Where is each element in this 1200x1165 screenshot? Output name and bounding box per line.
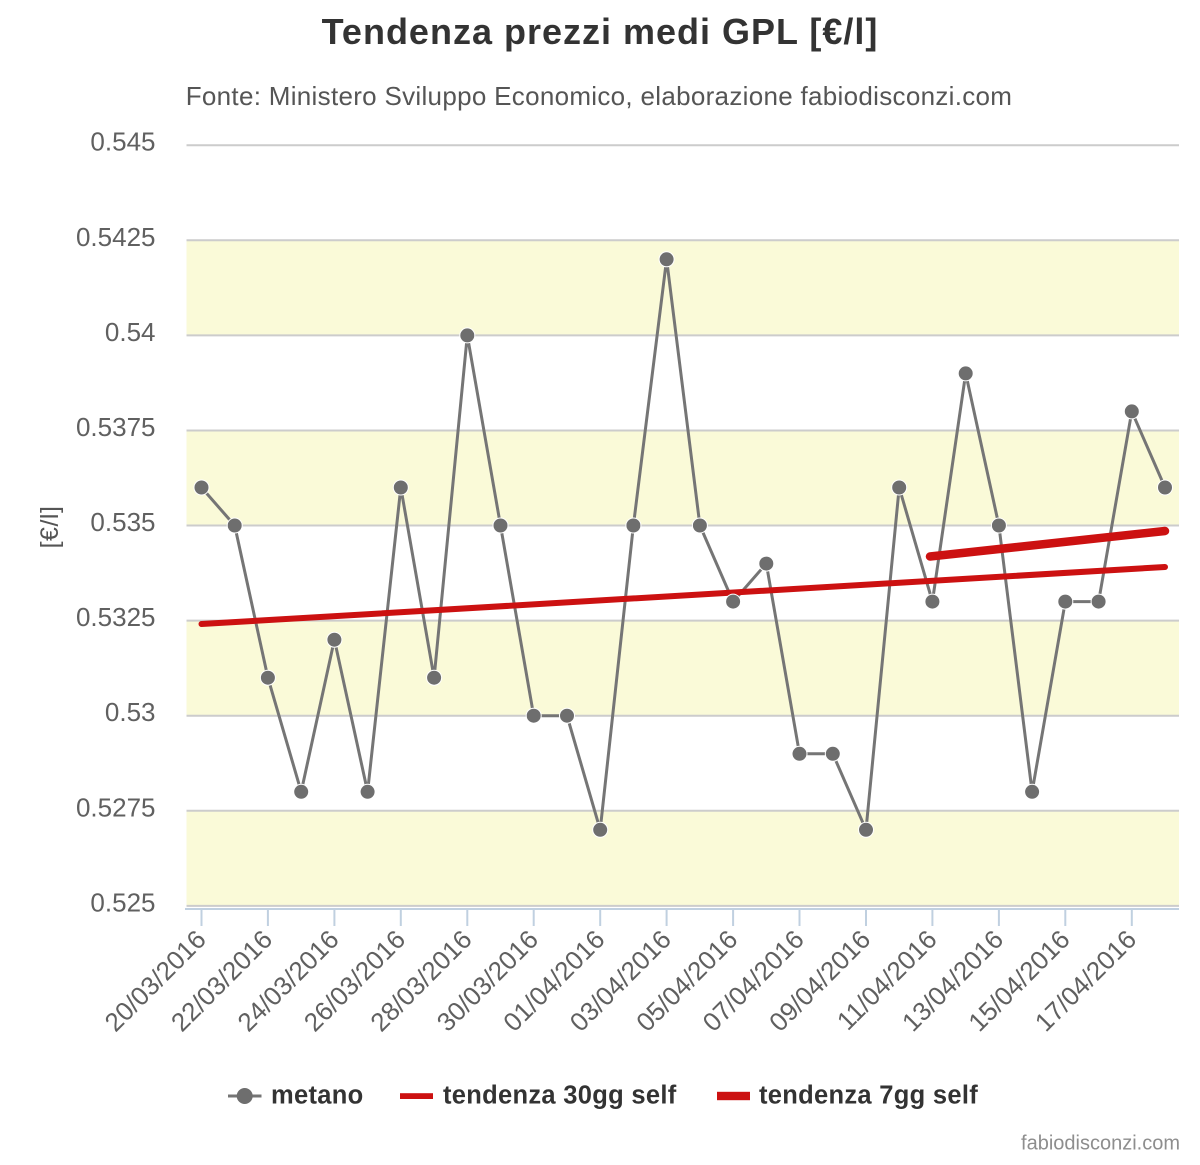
svg-text:0.545: 0.545 bbox=[90, 127, 155, 157]
svg-text:tendenza 7gg self: tendenza 7gg self bbox=[759, 1082, 978, 1110]
svg-text:0.53: 0.53 bbox=[105, 697, 156, 727]
svg-text:Tendenza prezzi medi GPL [€/l]: Tendenza prezzi medi GPL [€/l] bbox=[322, 11, 879, 52]
svg-text:fabiodisconzi.com: fabiodisconzi.com bbox=[1021, 1133, 1180, 1155]
svg-text:0.5425: 0.5425 bbox=[76, 222, 156, 252]
svg-text:tendenza 30gg self: tendenza 30gg self bbox=[443, 1082, 677, 1110]
svg-text:Fonte: Ministero Sviluppo Econ: Fonte: Ministero Sviluppo Economico, ela… bbox=[186, 81, 1013, 111]
svg-text:0.5275: 0.5275 bbox=[76, 792, 156, 822]
svg-text:[€/l]: [€/l] bbox=[36, 506, 64, 549]
svg-text:0.525: 0.525 bbox=[90, 887, 155, 917]
svg-text:0.5325: 0.5325 bbox=[76, 602, 156, 632]
svg-text:0.5375: 0.5375 bbox=[76, 412, 156, 442]
svg-text:metano: metano bbox=[271, 1082, 363, 1110]
svg-text:0.535: 0.535 bbox=[90, 507, 155, 537]
svg-text:0.54: 0.54 bbox=[105, 317, 156, 347]
